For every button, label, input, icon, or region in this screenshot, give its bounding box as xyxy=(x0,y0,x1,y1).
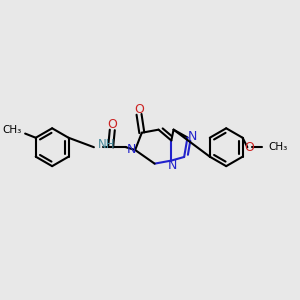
Text: NH: NH xyxy=(98,139,115,152)
Text: N: N xyxy=(188,130,197,143)
Text: N: N xyxy=(127,143,136,156)
Text: O: O xyxy=(244,141,254,154)
Text: O: O xyxy=(107,118,117,131)
Text: O: O xyxy=(134,103,144,116)
Text: CH₃: CH₃ xyxy=(268,142,287,152)
Text: N: N xyxy=(167,159,177,172)
Text: CH₃: CH₃ xyxy=(3,125,22,135)
